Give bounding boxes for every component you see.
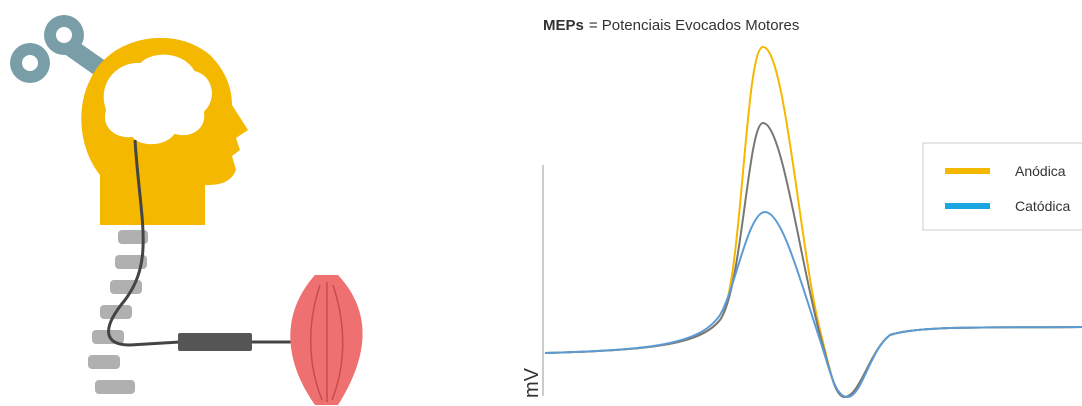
page: MEPs = Potenciais Evocados Motores mV An… [0, 0, 1082, 406]
legend-label: Catódica [1015, 198, 1070, 214]
spine [88, 230, 148, 394]
key-hole [22, 55, 38, 71]
title-text: = Potenciais Evocados Motores [589, 17, 800, 34]
axis-label: mV [521, 367, 543, 398]
electrode [178, 333, 252, 351]
key-icon [10, 15, 106, 83]
legend-label: Anódica [1015, 163, 1066, 179]
legend-box [923, 143, 1082, 230]
key-hole [56, 27, 72, 43]
title-abbr: MEPs [543, 17, 584, 34]
